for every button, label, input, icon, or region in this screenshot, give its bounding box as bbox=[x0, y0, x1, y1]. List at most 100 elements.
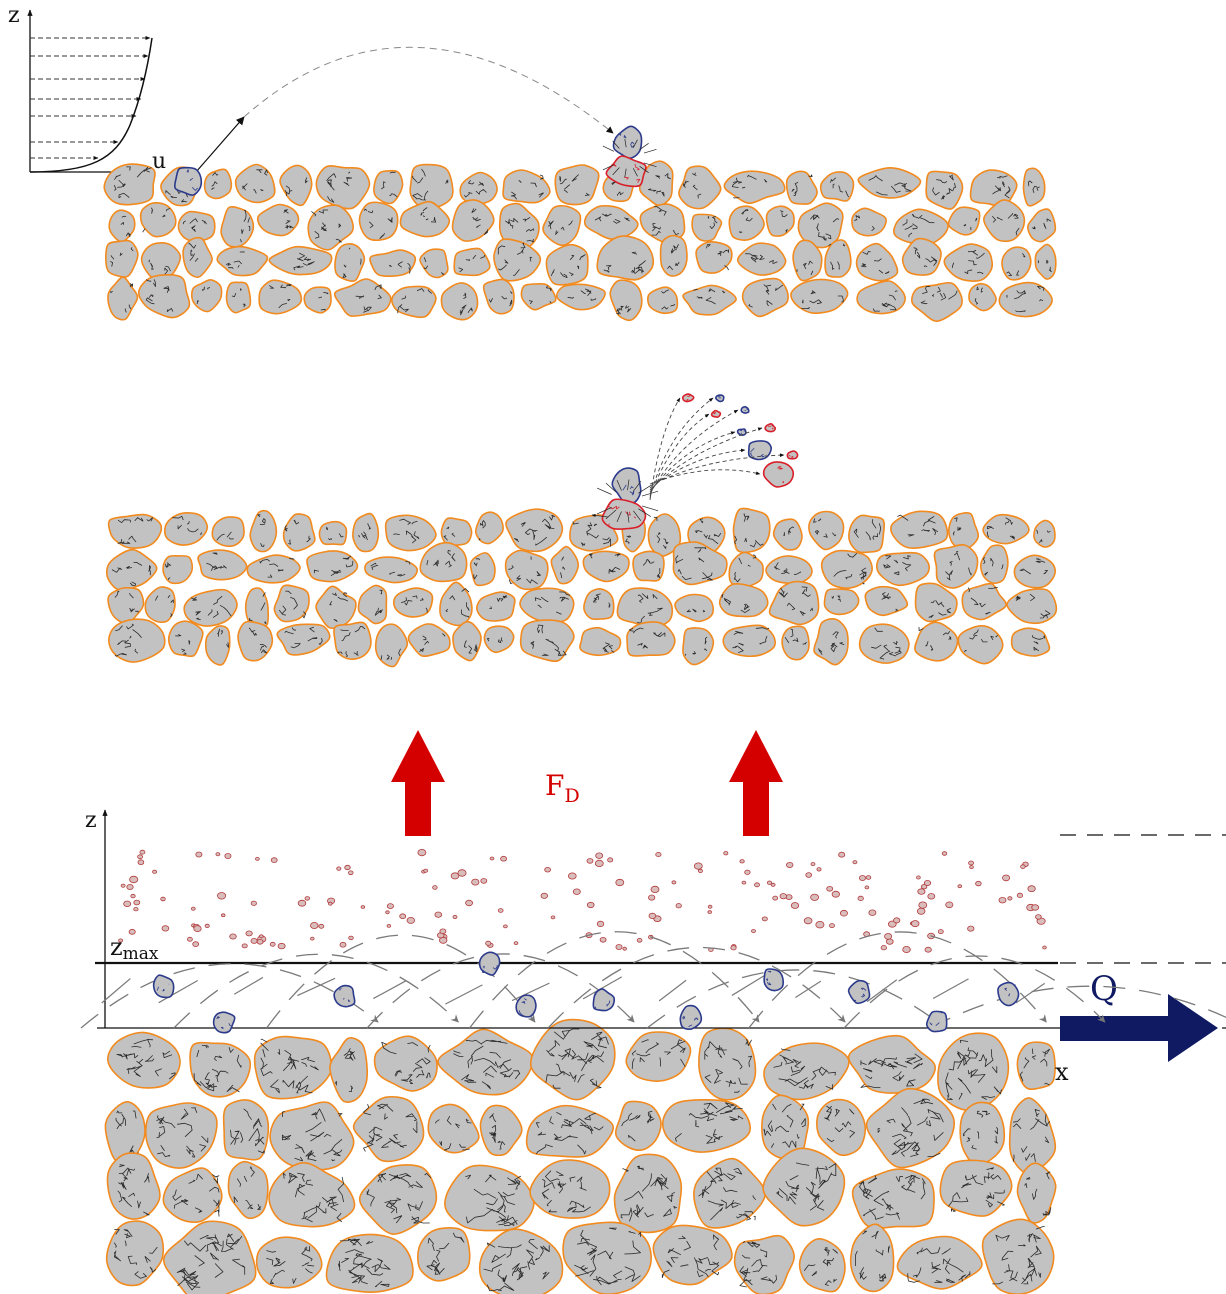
grain bbox=[741, 277, 789, 318]
grain bbox=[249, 509, 278, 553]
grain bbox=[728, 205, 765, 241]
grain bbox=[937, 1032, 1010, 1111]
grain bbox=[140, 242, 182, 281]
suspended-particle bbox=[567, 872, 577, 880]
grain bbox=[968, 283, 997, 312]
suspended-particle bbox=[1042, 945, 1047, 950]
suspended-particle bbox=[596, 920, 605, 928]
grain bbox=[823, 588, 860, 616]
suspended-particle bbox=[489, 856, 495, 861]
suspended-particle bbox=[544, 867, 551, 873]
suspended-particle bbox=[723, 851, 729, 856]
grain bbox=[234, 163, 276, 204]
suspended-particle bbox=[128, 928, 136, 935]
grain bbox=[106, 1152, 161, 1220]
suspended-particle bbox=[911, 920, 920, 928]
suspended-particle bbox=[161, 925, 170, 932]
grain bbox=[761, 1094, 810, 1160]
grain bbox=[625, 1031, 692, 1082]
grain bbox=[189, 1041, 252, 1098]
suspended-particle bbox=[250, 938, 258, 944]
grain bbox=[674, 593, 714, 623]
suspended-particle bbox=[540, 892, 548, 899]
suspended-particle bbox=[739, 859, 745, 864]
grain bbox=[695, 241, 733, 274]
grain bbox=[659, 234, 688, 277]
grain bbox=[183, 588, 238, 627]
suspended-particle bbox=[884, 933, 893, 940]
suspended-particle bbox=[693, 862, 703, 870]
suspended-particle bbox=[480, 878, 488, 884]
suspended-particle bbox=[622, 946, 627, 951]
grain bbox=[864, 585, 909, 617]
grain bbox=[452, 620, 482, 662]
ejected-grain bbox=[715, 394, 725, 403]
grain bbox=[162, 1220, 257, 1294]
grain bbox=[525, 1104, 614, 1158]
grain bbox=[947, 511, 980, 550]
suspended-particle bbox=[655, 852, 662, 858]
grain bbox=[722, 624, 776, 657]
suspended-particle bbox=[513, 941, 519, 945]
grain bbox=[682, 627, 715, 666]
suspended-particle bbox=[865, 875, 872, 880]
suspended-particle bbox=[826, 885, 834, 892]
grain bbox=[579, 626, 622, 657]
grain bbox=[282, 513, 316, 552]
grain bbox=[943, 243, 994, 282]
grain bbox=[765, 555, 813, 585]
grain bbox=[824, 239, 852, 278]
suspended-particle bbox=[130, 893, 136, 899]
saltating-grain bbox=[763, 968, 784, 992]
grain bbox=[678, 165, 722, 210]
q-label: Q bbox=[1090, 969, 1118, 1009]
suspended-particle bbox=[344, 864, 351, 871]
grain bbox=[672, 541, 728, 586]
grain bbox=[550, 545, 579, 585]
grain bbox=[315, 165, 371, 210]
grain bbox=[982, 513, 1030, 545]
ejected-grain bbox=[747, 440, 773, 461]
suspended-particle bbox=[937, 929, 944, 934]
grain bbox=[162, 554, 194, 585]
arrow-up-icon bbox=[729, 730, 783, 836]
grain bbox=[519, 587, 575, 624]
suspended-particle bbox=[586, 858, 594, 864]
suspended-particle bbox=[118, 938, 123, 943]
grain bbox=[268, 1161, 356, 1228]
grain bbox=[352, 1095, 425, 1163]
target-grain bbox=[601, 498, 647, 530]
grain bbox=[781, 625, 810, 661]
grain bbox=[427, 1103, 480, 1154]
grain bbox=[479, 1104, 523, 1157]
suspended-particle bbox=[195, 851, 203, 858]
grain bbox=[352, 512, 380, 553]
saltating-grain bbox=[997, 981, 1020, 1007]
grain bbox=[190, 278, 223, 313]
grain bbox=[392, 587, 434, 618]
grain bbox=[554, 164, 600, 206]
grain bbox=[182, 236, 213, 278]
suspended-particle bbox=[120, 883, 126, 888]
suspended-particle bbox=[137, 859, 145, 865]
grain bbox=[504, 549, 549, 591]
suspended-particle bbox=[457, 869, 467, 877]
suspended-particle bbox=[204, 923, 210, 929]
grain bbox=[419, 541, 468, 583]
suspended-particle bbox=[838, 851, 846, 858]
grain bbox=[1008, 1097, 1057, 1174]
grain bbox=[303, 286, 332, 314]
grain bbox=[364, 556, 419, 584]
suspended-particle bbox=[650, 885, 660, 894]
grain bbox=[728, 551, 764, 588]
force-arrows: FD bbox=[391, 730, 783, 836]
grain bbox=[529, 1018, 616, 1101]
suspended-particle bbox=[941, 851, 948, 856]
suspended-particle bbox=[916, 875, 921, 880]
suspended-particle bbox=[304, 896, 310, 901]
grain bbox=[373, 1035, 438, 1092]
grain bbox=[911, 281, 963, 322]
saltating-grain bbox=[847, 979, 871, 1005]
suspended-particle bbox=[697, 868, 703, 874]
transport-axes: z x zmax Q bbox=[85, 808, 1226, 1086]
